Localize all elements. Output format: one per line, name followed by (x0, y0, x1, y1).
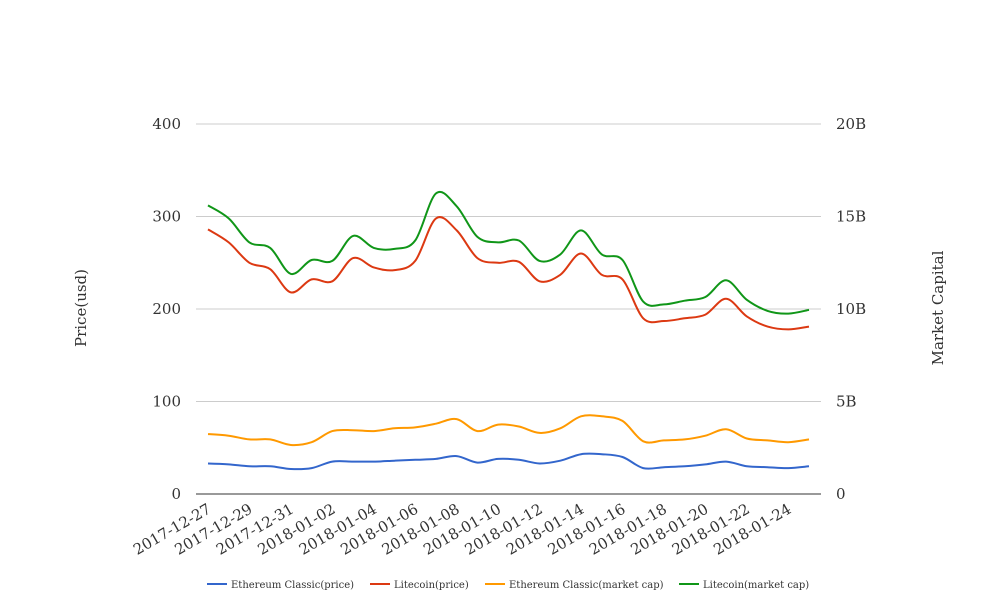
series-layer (207, 190, 810, 471)
right-tick-label: 15B (836, 208, 866, 226)
legend-label: Litecoin(price) (394, 580, 469, 591)
left-tick-label: 300 (152, 208, 181, 226)
legend-label: Litecoin(market cap) (703, 580, 809, 591)
series-line-1 (207, 216, 810, 331)
left-tick-label: 400 (152, 115, 181, 133)
legend-item-0[interactable]: Ethereum Classic(price) (207, 580, 354, 591)
left-axis-ticks: 0 100 200 300 400 (152, 115, 181, 503)
legend-item-3[interactable]: Litecoin(market cap) (679, 580, 809, 591)
right-axis-ticks: 0 5B 10B 15B 20B (836, 115, 866, 503)
right-tick-label: 5B (836, 393, 857, 411)
series-line-3 (207, 190, 810, 315)
right-axis-title: Market Capital (929, 250, 947, 365)
legend[interactable]: Ethereum Classic(price) Litecoin(price) Et… (207, 580, 809, 591)
right-tick-label: 10B (836, 300, 866, 318)
legend-label: Ethereum Classic(price) (231, 580, 354, 591)
left-tick-label: 100 (152, 393, 181, 411)
right-tick-label: 0 (836, 485, 846, 503)
legend-label: Ethereum Classic(market cap) (509, 580, 664, 591)
left-axis-title: Price(usd) (72, 269, 90, 347)
left-tick-label: 0 (171, 485, 181, 503)
right-tick-label: 20B (836, 115, 866, 133)
series-line-2 (207, 414, 810, 447)
legend-item-2[interactable]: Ethereum Classic(market cap) (485, 580, 664, 591)
series-line-0 (207, 452, 810, 471)
gridlines (196, 123, 821, 495)
legend-item-1[interactable]: Litecoin(price) (370, 580, 469, 591)
left-tick-label: 200 (152, 300, 181, 318)
x-axis-ticks: 2017-12-272017-12-292017-12-312018-01-02… (130, 500, 794, 559)
